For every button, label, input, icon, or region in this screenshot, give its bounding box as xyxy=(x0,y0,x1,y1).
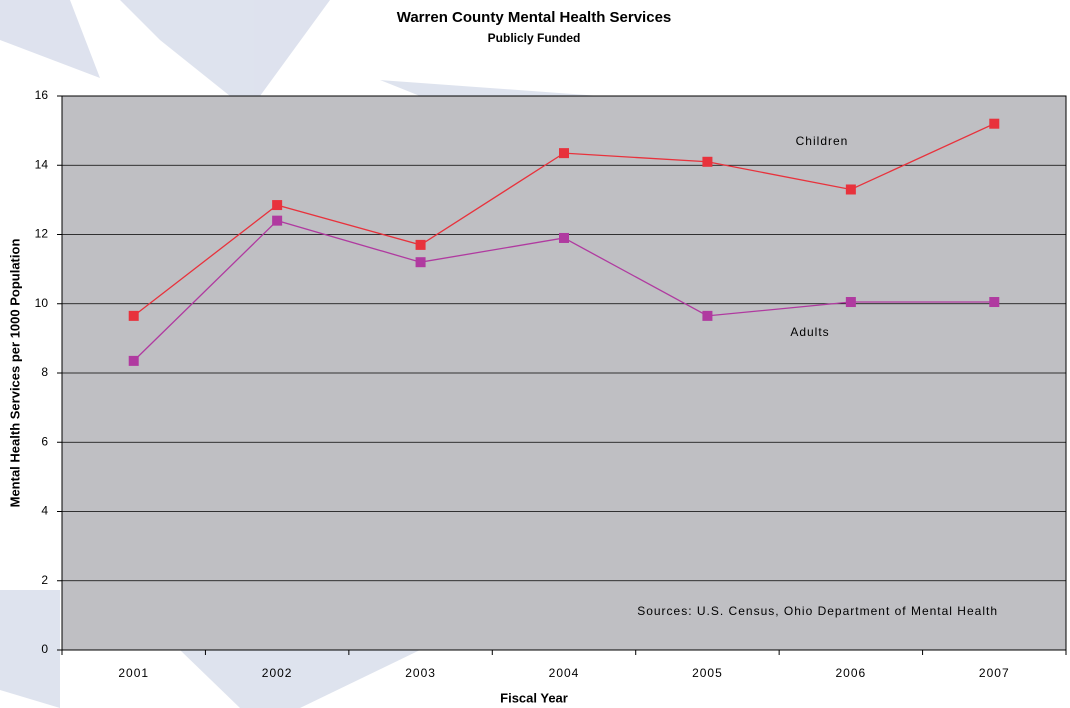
data-point xyxy=(702,156,713,167)
data-point xyxy=(989,118,1000,129)
x-tick-label: 2002 xyxy=(262,666,293,680)
x-tick-label: 2006 xyxy=(836,666,867,680)
y-tick-label: 16 xyxy=(35,88,49,102)
data-point xyxy=(128,310,139,321)
data-point xyxy=(702,310,713,321)
data-point xyxy=(989,297,1000,308)
chart-title: Warren County Mental Health Services xyxy=(397,9,672,26)
y-tick-label: 14 xyxy=(35,157,49,171)
data-point xyxy=(272,215,283,226)
y-tick-label: 2 xyxy=(41,573,48,587)
data-point xyxy=(272,200,283,211)
data-point xyxy=(845,297,856,308)
y-tick-label: 12 xyxy=(35,227,49,241)
x-axis-title: Fiscal Year xyxy=(500,690,568,705)
data-point xyxy=(128,355,139,366)
background-decoration xyxy=(0,0,600,708)
y-tick-label: 8 xyxy=(41,365,48,379)
data-point xyxy=(559,232,569,243)
y-tick-label: 0 xyxy=(41,642,48,656)
source-note: Sources: U.S. Census, Ohio Department of… xyxy=(637,604,998,618)
series-label: Adults xyxy=(790,325,829,339)
data-point xyxy=(415,257,426,268)
y-axis-title: Mental Health Services per 1000 Populati… xyxy=(7,239,22,508)
data-point xyxy=(415,239,426,250)
x-tick-label: 2007 xyxy=(979,666,1010,680)
y-tick-label: 4 xyxy=(41,504,48,518)
data-point xyxy=(845,184,856,195)
series-label: Children xyxy=(796,134,849,148)
x-tick-label: 2003 xyxy=(405,666,436,680)
y-tick-label: 10 xyxy=(35,296,49,310)
chart-subtitle: Publicly Funded xyxy=(488,31,581,45)
x-tick-label: 2004 xyxy=(549,666,580,680)
x-tick-label: 2005 xyxy=(692,666,723,680)
y-tick-label: 6 xyxy=(41,434,48,448)
data-point xyxy=(559,148,569,159)
x-tick-label: 2001 xyxy=(118,666,149,680)
